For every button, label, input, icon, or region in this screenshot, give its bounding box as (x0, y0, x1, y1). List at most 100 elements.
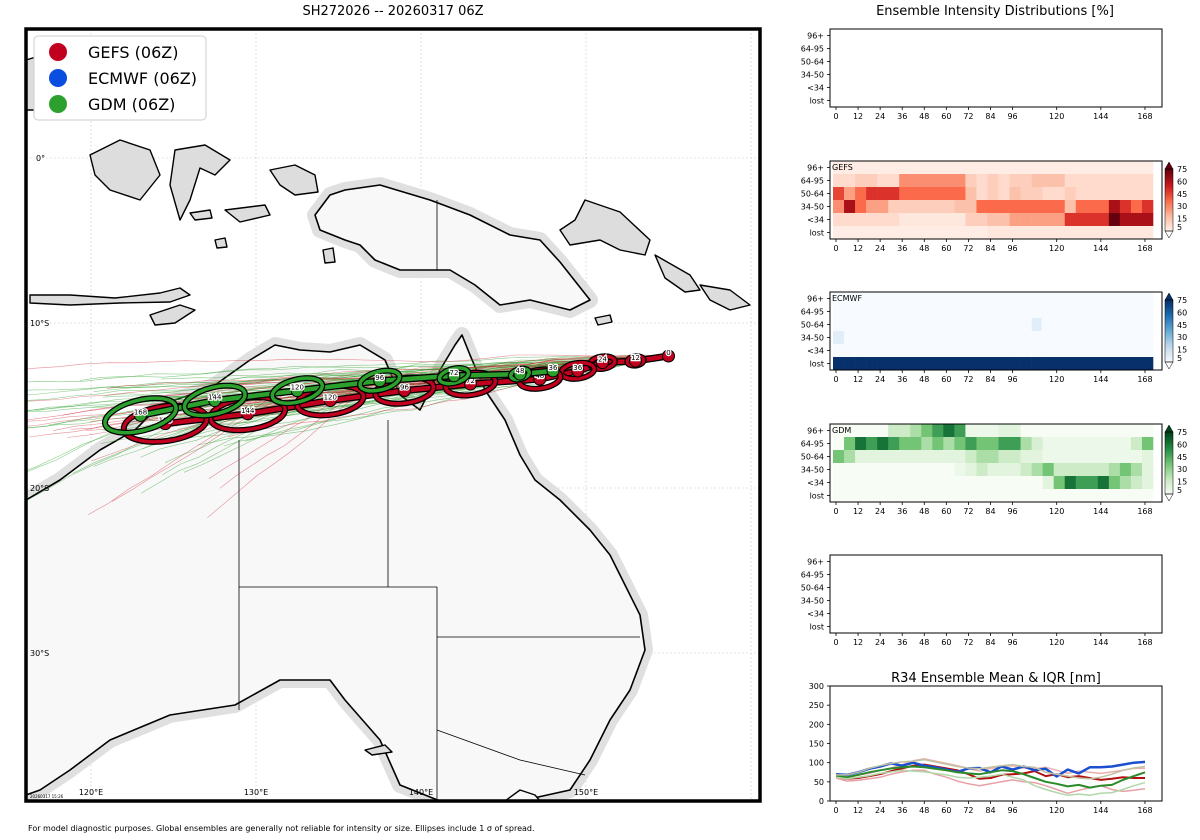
heat-cell (1141, 187, 1154, 201)
colorbar-step (1165, 460, 1173, 464)
x-tick-label: 168 (1137, 507, 1152, 516)
heat-cell (1075, 476, 1088, 490)
heat-cell (833, 476, 845, 490)
heat-cell (1130, 305, 1143, 319)
heat-cell (954, 305, 966, 319)
heat-cell (954, 424, 966, 438)
heat-cell (855, 344, 867, 358)
panel-model-label: GDM (832, 426, 851, 435)
heat-cell (866, 476, 878, 490)
intensity-panel-2: 515 30 45 60 75 GEFS 96+ 64-95 50-64 34-50 <34 lost… (801, 160, 1187, 253)
heat-cell (1053, 424, 1066, 438)
heat-cell (899, 213, 911, 227)
colorbar-tick-label: 45 (1177, 453, 1187, 462)
panel-model-label: ECMWF (832, 294, 862, 303)
x-tick-label: 72 (963, 638, 973, 647)
x-tick-label: 0 (833, 507, 838, 516)
heat-cell (1053, 318, 1066, 332)
heat-cell (877, 344, 889, 358)
heat-cell (1119, 476, 1132, 490)
heat-cell (921, 187, 933, 201)
heat-cell (1097, 213, 1110, 227)
heat-cell (1130, 357, 1143, 371)
heat-cell (866, 226, 878, 240)
heat-cell (1130, 187, 1143, 201)
heat-cell (1119, 161, 1132, 175)
x-tick-label: 36 (897, 375, 907, 384)
heat-cell (844, 437, 856, 451)
colorbar-tick-label: 5 (1177, 486, 1182, 495)
colorbar-step (1165, 349, 1173, 353)
heat-cell (833, 305, 845, 319)
heat-cell (833, 318, 845, 332)
heat-cell (877, 357, 889, 371)
heat-cell (1009, 318, 1021, 332)
heat-cell (1108, 489, 1121, 503)
heat-cell (943, 437, 955, 451)
heat-cell (1042, 331, 1054, 345)
heat-cell (844, 450, 856, 464)
heat-cell (888, 174, 900, 188)
colorbar-step (1165, 477, 1173, 480)
heat-cell (1097, 357, 1110, 371)
heat-cell (844, 331, 856, 345)
heat-cell (932, 424, 944, 438)
heat-cell (855, 226, 867, 240)
x-tick-label: 72 (963, 112, 973, 121)
panel-frame (829, 291, 1163, 371)
heat-cell (899, 344, 911, 358)
x-tick-label: 72 (963, 806, 973, 815)
y-tick-label: 96+ (807, 558, 824, 567)
intensity-title: Ensemble Intensity Distributions [%] (876, 4, 1114, 19)
heat-cell (1042, 476, 1054, 490)
heat-cell (1075, 424, 1088, 438)
heat-cell (855, 200, 867, 214)
heat-cell (1020, 305, 1032, 319)
heat-cell (1097, 437, 1110, 451)
heat-cell (1031, 424, 1043, 438)
heat-cell (1042, 357, 1054, 371)
heat-cell (1119, 213, 1132, 227)
heat-cell (943, 187, 955, 201)
heat-cell (954, 226, 966, 240)
heat-cell (1097, 450, 1110, 464)
heat-cell (910, 213, 922, 227)
heat-cell (998, 344, 1010, 358)
heat-cell (987, 174, 999, 188)
heat-cell (1108, 450, 1121, 464)
heat-cell (921, 292, 933, 306)
heat-cell (998, 187, 1010, 201)
heat-cell (932, 476, 944, 490)
heat-cell (833, 424, 845, 438)
heat-cell (1031, 437, 1043, 451)
heat-cell (976, 357, 988, 371)
heat-cell (1009, 305, 1021, 319)
heat-cell (921, 226, 933, 240)
colorbar-tick-label: 60 (1177, 177, 1187, 186)
heat-cell (965, 161, 977, 175)
heat-cell (866, 450, 878, 464)
heat-cell (1009, 344, 1021, 358)
heat-cell (998, 463, 1010, 477)
panel-model-label: GEFS (832, 163, 853, 172)
heat-cell (866, 305, 878, 319)
heat-cell (976, 200, 988, 214)
heat-cell (1064, 174, 1077, 188)
y-tick-label: 150 (809, 740, 824, 749)
heat-cell (910, 357, 922, 371)
heat-cell (987, 450, 999, 464)
heat-cell (866, 200, 878, 214)
heat-cell (932, 463, 944, 477)
heat-cell (899, 292, 911, 306)
track-point (546, 364, 560, 378)
heat-cell (965, 318, 977, 332)
colorbar-step (1165, 171, 1173, 174)
heat-cell (943, 318, 955, 332)
y-tick-label: 64-95 (801, 45, 824, 54)
heat-cell (1130, 344, 1143, 358)
colorbar-step (1165, 331, 1173, 334)
x-tick-label: 84 (985, 244, 995, 253)
heat-cell (976, 226, 988, 240)
heat-cell (1042, 213, 1054, 227)
heat-cell (998, 476, 1010, 490)
